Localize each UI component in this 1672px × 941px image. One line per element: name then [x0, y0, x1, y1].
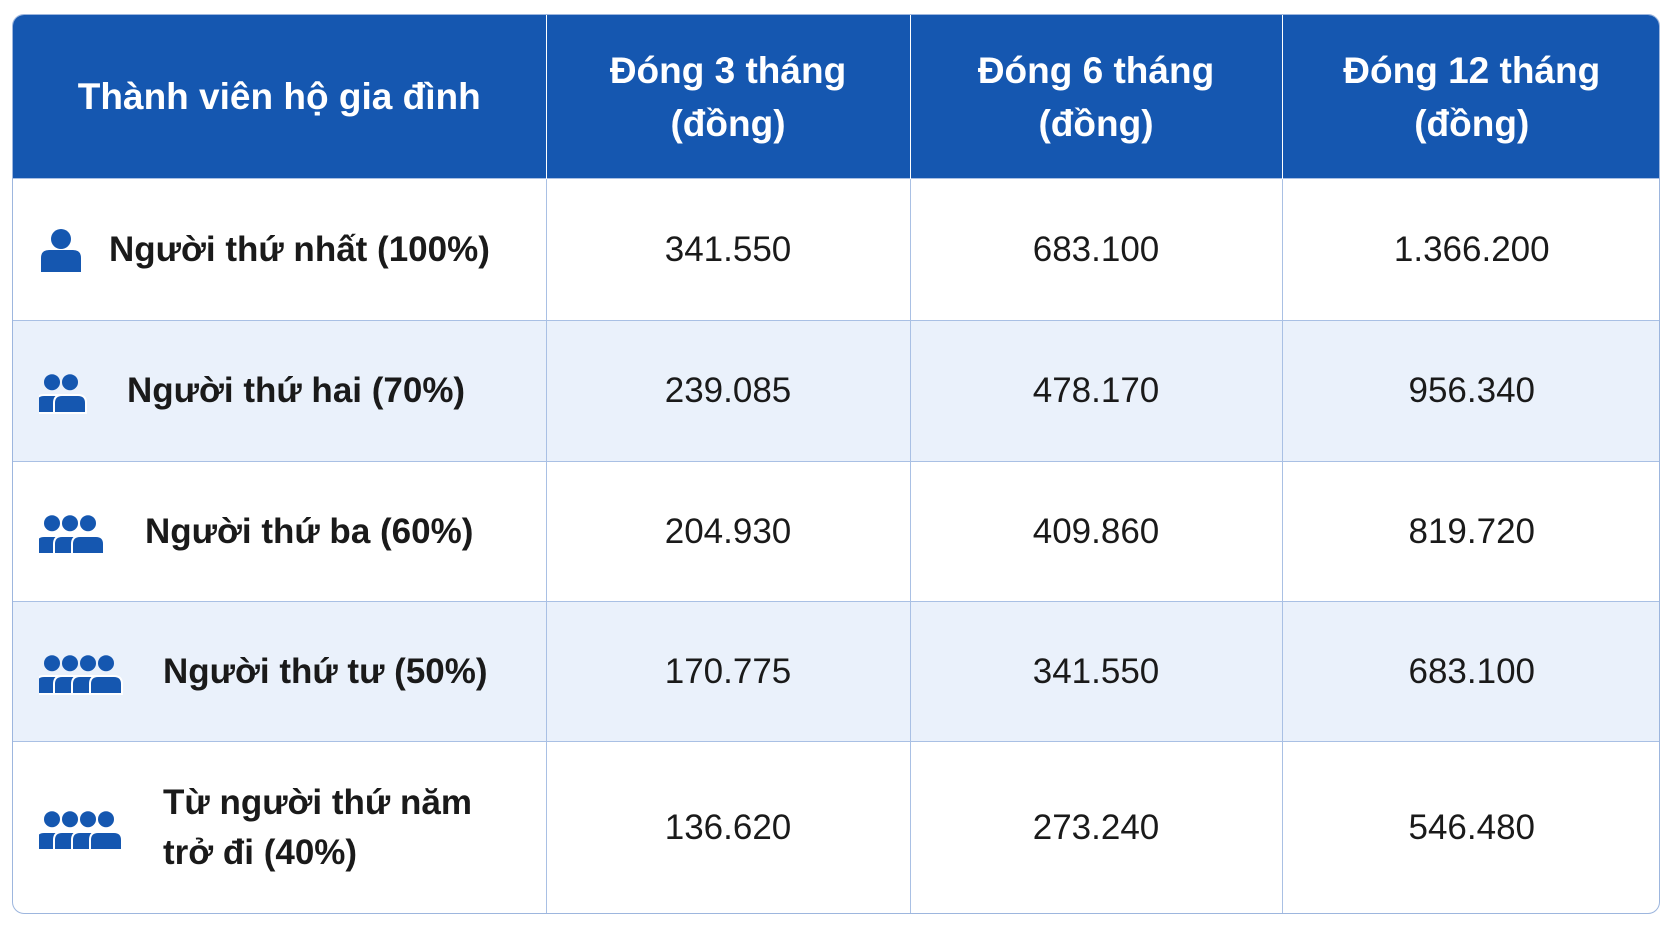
- member-content: Người thứ hai (70%): [13, 366, 546, 416]
- fee-value: 204.930: [546, 461, 911, 602]
- header-cell: Đóng 3 tháng (đồng): [546, 15, 911, 179]
- header-cell: Đóng 6 tháng (đồng): [910, 15, 1283, 179]
- member-cell: Người thứ nhất (100%): [13, 178, 547, 321]
- member-label: Từ người thứ năm trở đi (40%): [163, 782, 472, 872]
- people-icon: [39, 374, 87, 414]
- member-label: Người thứ tư (50%): [163, 651, 488, 691]
- people-icon: [39, 514, 105, 555]
- fee-value: 546.480: [1282, 741, 1659, 913]
- header-text: Đóng 6 tháng: [977, 49, 1215, 91]
- fee-value: 170.775: [546, 601, 911, 742]
- header-text: (đồng): [1038, 102, 1154, 144]
- table-row: Người thứ ba (60%) 204.930 409.860 819.720: [13, 461, 1659, 602]
- fee-value: 341.550: [546, 178, 911, 321]
- fee-value: 341.550: [910, 601, 1283, 742]
- member-content: Người thứ tư (50%): [13, 647, 546, 697]
- member-label: Người thứ nhất (100%): [109, 229, 490, 269]
- fee-value: 273.240: [910, 741, 1283, 913]
- member-cell: Người thứ hai (70%): [13, 320, 547, 462]
- member-content: Người thứ nhất (100%): [13, 225, 546, 275]
- fee-value: 1.366.200: [1282, 178, 1659, 321]
- table-body: Người thứ nhất (100%) 341.550 683.100 1.366…: [13, 178, 1659, 913]
- table-row: Người thứ tư (50%) 170.775 341.550 683.100: [13, 601, 1659, 742]
- header-text: Thành viên hộ gia đình: [77, 76, 481, 117]
- header-row: Thành viên hộ gia đình Đóng 3 tháng (đồng)…: [13, 15, 1659, 179]
- fee-value: 239.085: [546, 320, 911, 462]
- table-row: Từ người thứ năm trở đi (40%) 136.620 273.…: [13, 741, 1659, 913]
- table-row: Người thứ hai (70%) 239.085 478.170 956.340: [13, 320, 1659, 462]
- people-icon: [41, 228, 81, 272]
- header-text: Đóng 3 tháng: [609, 49, 847, 91]
- member-cell: Từ người thứ năm trở đi (40%): [13, 741, 547, 913]
- member-label: Người thứ ba (60%): [145, 511, 474, 551]
- table-row: Người thứ nhất (100%) 341.550 683.100 1.366…: [13, 178, 1659, 321]
- fee-table: Thành viên hộ gia đình Đóng 3 tháng (đồng)…: [13, 15, 1659, 913]
- table-container: Thành viên hộ gia đình Đóng 3 tháng (đồng)…: [12, 14, 1660, 914]
- people-icon: [39, 810, 123, 851]
- fee-value: 136.620: [546, 741, 911, 913]
- fee-value: 409.860: [910, 461, 1283, 602]
- member-label: Người thứ hai (70%): [127, 371, 466, 410]
- fee-value: 683.100: [910, 178, 1283, 321]
- fee-value: 819.720: [1282, 461, 1659, 602]
- header-text: (đồng): [1414, 102, 1530, 144]
- header-cell: Đóng 12 tháng (đồng): [1282, 15, 1659, 179]
- member-content: Từ người thứ năm trở đi (40%): [13, 778, 546, 878]
- fee-value: 683.100: [1282, 601, 1659, 742]
- fee-value: 956.340: [1282, 320, 1659, 462]
- header-cell: Thành viên hộ gia đình: [13, 15, 547, 179]
- member-cell: Người thứ tư (50%): [13, 601, 547, 742]
- fee-value: 478.170: [910, 320, 1283, 462]
- header-text: Đóng 12 tháng: [1343, 49, 1601, 91]
- member-cell: Người thứ ba (60%): [13, 461, 547, 602]
- people-icon: [39, 654, 123, 695]
- member-content: Người thứ ba (60%): [13, 507, 546, 557]
- header-text: (đồng): [670, 102, 786, 144]
